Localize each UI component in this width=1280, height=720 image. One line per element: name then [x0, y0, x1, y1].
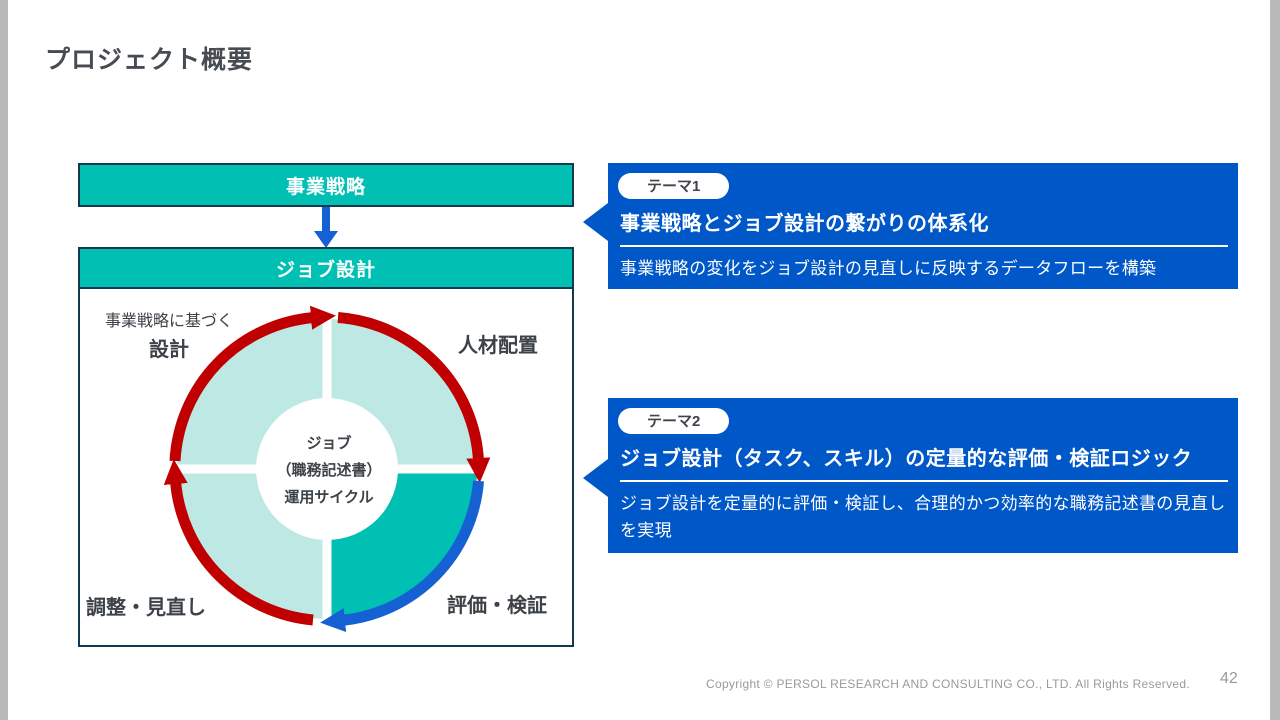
theme2-separator [620, 480, 1228, 482]
page-number: 42 [1220, 670, 1238, 687]
theme2-title: ジョブ設計（タスク、スキル）の定量的な評価・検証ロジック [620, 448, 1193, 470]
label-design: 事業戦略に基づく 設計 [104, 313, 233, 361]
business-strategy-box: 事業戦略 [78, 163, 574, 207]
theme2-description: ジョブ設計を定量的に評価・検証し、合理的かつ効率的な職務記述書の見直しを実現 [620, 494, 1226, 540]
cycle-center-label: ジョブ （職務記述書） 運用サイクル [276, 435, 382, 506]
theme2-badge: テーマ2 [618, 408, 730, 434]
job-design-box: ジョブ設計 [78, 247, 574, 647]
cycle-center-circle [256, 398, 398, 540]
page-title: プロジェクト概要 [45, 46, 254, 74]
theme2-box: テーマ2 ジョブ設計（タスク、スキル）の定量的な評価・検証ロジック ジョブ設計を… [583, 398, 1238, 553]
arc-arrow-right [337, 312, 491, 483]
label-evaluation: 評価・検証 [447, 595, 547, 617]
job-design-label: ジョブ設計 [275, 259, 376, 281]
theme1-pointer-icon [583, 203, 608, 241]
job-design-header: ジョブ設計 [80, 249, 572, 289]
copyright-text: Copyright © PERSOL RESEARCH AND CONSULTI… [706, 677, 1190, 691]
cycle-diagram [163, 305, 491, 633]
label-staffing: 人材配置 [458, 335, 538, 357]
theme1-separator [620, 245, 1228, 247]
theme1-box: テーマ1 事業戦略とジョブ設計の繋がりの体系化 事業戦略の変化をジョブ設計の見直… [583, 163, 1238, 289]
theme2-pointer-icon [583, 459, 608, 497]
theme1-badge: テーマ1 [618, 173, 730, 199]
theme1-description: 事業戦略の変化をジョブ設計の見直しに反映するデータフローを構築 [620, 259, 1157, 278]
right-gutter [1270, 0, 1280, 720]
business-strategy-label: 事業戦略 [285, 176, 366, 198]
down-arrow-head-icon [314, 231, 338, 248]
down-arrow-icon [322, 207, 330, 232]
arc-arrow-bottom-right [320, 480, 484, 633]
theme1-title: 事業戦略とジョブ設計の繋がりの体系化 [620, 213, 989, 235]
arc-arrow-top-left [169, 305, 336, 462]
left-gutter [0, 0, 8, 720]
arc-arrow-bottom-left [163, 459, 314, 626]
label-adjustment: 調整・見直し [86, 597, 206, 619]
